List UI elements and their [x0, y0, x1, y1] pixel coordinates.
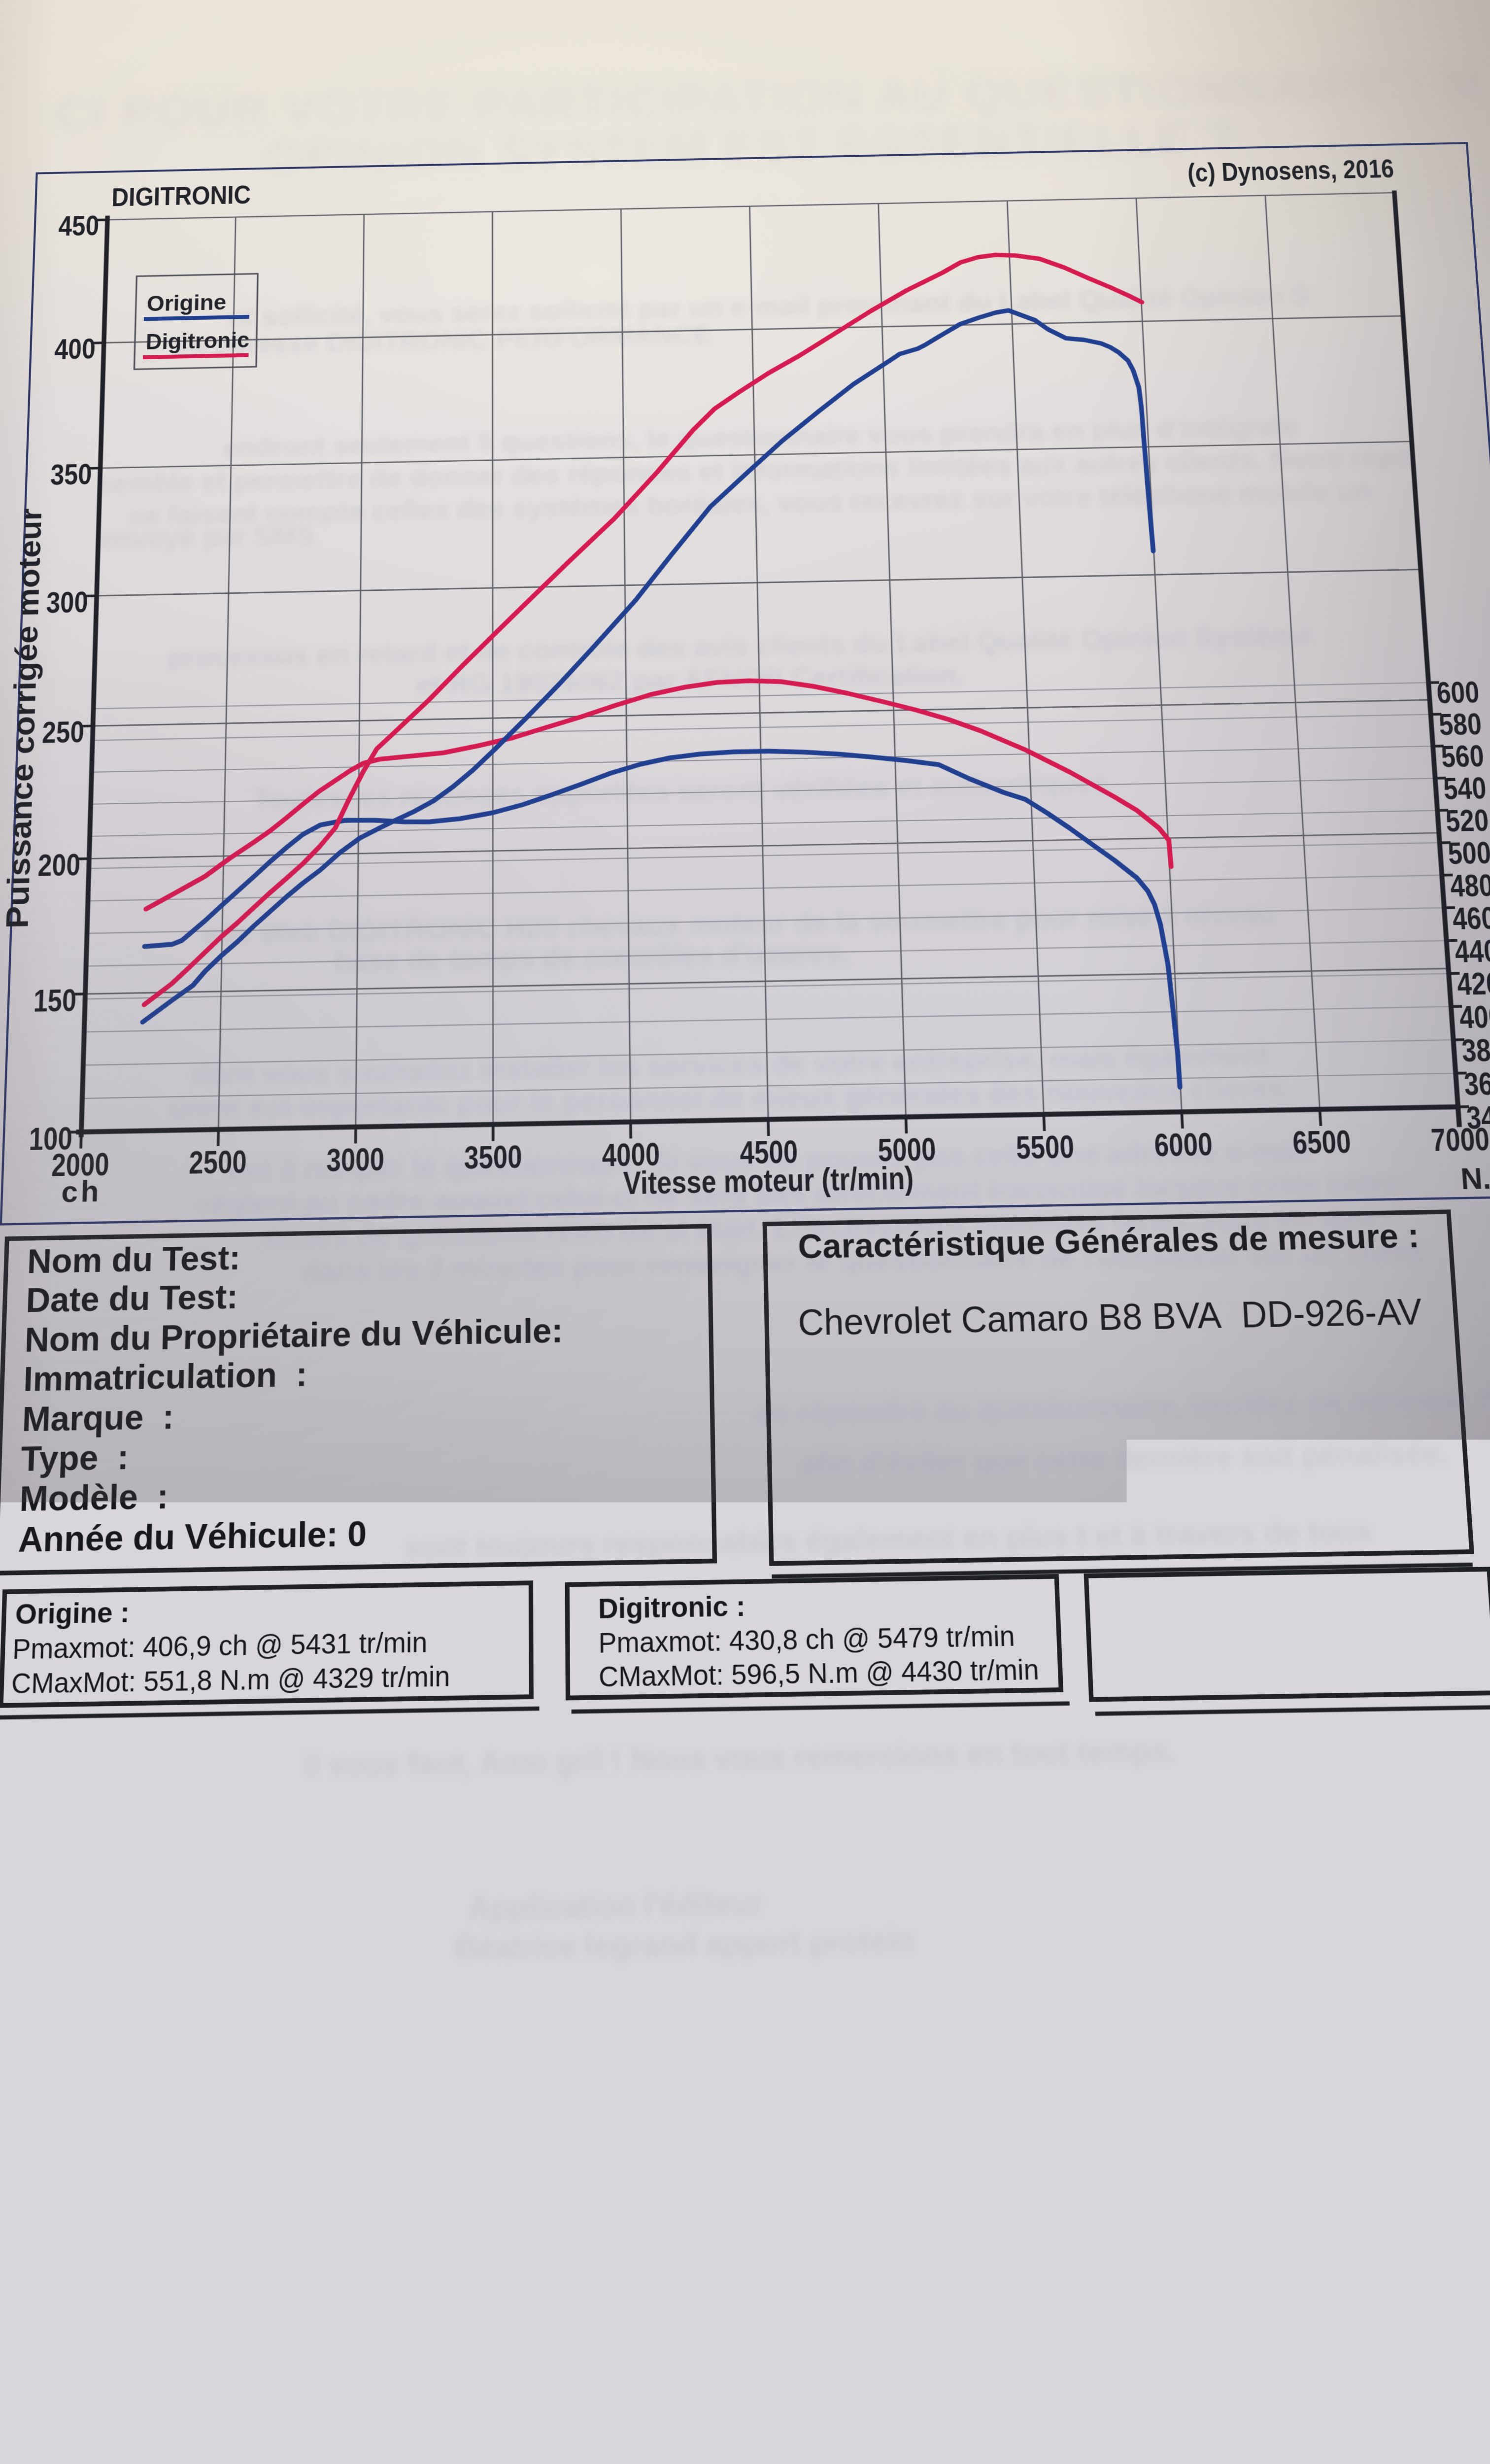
svg-text:2500: 2500	[189, 1144, 247, 1181]
svg-text:420: 420	[1456, 966, 1490, 1002]
svg-text:Année du Véhicule: 0: Année du Véhicule: 0	[18, 1513, 367, 1559]
svg-text:afin d'éviter que cette derniè: afin d'éviter que cette dernière soit pé…	[799, 1436, 1449, 1481]
svg-text:Type :: Type :	[20, 1437, 129, 1478]
svg-text:3500: 3500	[464, 1139, 522, 1176]
svg-text:de répondre au questionnaire,: de répondre au questionnaire, veuillez e…	[754, 1383, 1490, 1431]
svg-text:(c) Dynosens, 2016: (c) Dynosens, 2016	[1187, 154, 1395, 187]
svg-text:480: 480	[1449, 868, 1490, 904]
svg-text:Modèle :: Modèle :	[19, 1476, 169, 1519]
svg-text:250: 250	[41, 716, 84, 750]
svg-text:CMaxMot: 551,8 N.m @ 4329 tr/m: CMaxMot: 551,8 N.m @ 4329 tr/min	[11, 1661, 450, 1700]
svg-text:380: 380	[1460, 1032, 1490, 1068]
svg-text:Toutes les réponses apportées: Toutes les réponses apportées seront vér…	[253, 768, 1108, 816]
svg-text:Date du Test:: Date du Test:	[26, 1277, 238, 1319]
svg-text:Nom du Propriétaire du Véhicul: Nom du Propriétaire du Véhicule:	[24, 1311, 563, 1359]
svg-text:Nom du Test:: Nom du Test:	[27, 1238, 241, 1281]
svg-text:400: 400	[1458, 999, 1490, 1035]
svg-text:6500: 6500	[1291, 1124, 1352, 1161]
svg-text:6000: 6000	[1153, 1127, 1214, 1164]
svg-text:600: 600	[1436, 676, 1481, 710]
svg-text:Immatriculation :: Immatriculation :	[23, 1355, 307, 1399]
svg-text:Chevrolet Camaro B8 BVA DD-92: Chevrolet Camaro B8 BVA DD-926-AV	[798, 1292, 1424, 1343]
svg-text:150: 150	[33, 983, 77, 1019]
svg-text:360: 360	[1463, 1066, 1490, 1102]
svg-text:nt sollicité, vous serez solli: nt sollicité, vous serez sollicité par u…	[228, 281, 1311, 333]
svg-text:Origine :: Origine :	[15, 1597, 130, 1631]
svg-text:560: 560	[1440, 739, 1485, 774]
svg-text:ch: ch	[61, 1174, 102, 1209]
svg-text:460: 460	[1452, 901, 1490, 936]
svg-text:envoyé par SMS: envoyé par SMS	[99, 520, 315, 554]
svg-text:Pmaxmot: 430,8 ch @ 5479 tr/mi: Pmaxmot: 430,8 ch @ 5479 tr/min	[598, 1621, 1016, 1659]
svg-text:440: 440	[1454, 934, 1490, 969]
svg-text:450: 450	[58, 210, 100, 242]
svg-text:Béatrice legrand apport protei: Béatrice legrand apport protein	[455, 1922, 915, 1966]
svg-text:520: 520	[1445, 803, 1490, 838]
svg-text:Pmaxmot: 406,9 ch @ 5431 tr/mi: Pmaxmot: 406,9 ch @ 5431 tr/min	[12, 1627, 427, 1665]
svg-text:300: 300	[46, 586, 89, 619]
svg-text:400: 400	[54, 333, 96, 366]
svg-text:350: 350	[50, 458, 92, 491]
svg-text:il vous faut, Amo gril ! Nous: il vous faut, Amo gril ! Nous vous remer…	[303, 1733, 1177, 1783]
svg-text:3000: 3000	[326, 1142, 384, 1179]
svg-text:5500: 5500	[1016, 1129, 1075, 1166]
svg-text:Origine: Origine	[146, 290, 227, 316]
svg-text:CMaxMot: 596,5 N.m @ 4430 tr/m: CMaxMot: 596,5 N.m @ 4430 tr/min	[599, 1654, 1040, 1693]
svg-text:N.: N.	[1459, 1162, 1490, 1196]
svg-text:Digitronic :: Digitronic :	[598, 1590, 746, 1625]
svg-text:Marque :: Marque :	[22, 1397, 174, 1438]
svg-text:580: 580	[1438, 707, 1483, 742]
svg-text:200: 200	[37, 848, 81, 883]
svg-text:340: 340	[1465, 1099, 1490, 1136]
svg-text:500: 500	[1447, 836, 1490, 871]
svg-text:540: 540	[1442, 771, 1488, 806]
svg-text:DIGITRONIC: DIGITRONIC	[111, 180, 251, 212]
svg-text:Vitesse moteur (tr/min): Vitesse moteur (tr/min)	[623, 1161, 914, 1201]
svg-text:Digitronic: Digitronic	[145, 328, 249, 354]
svg-text:Application l'éditeur: Application l'éditeur	[468, 1885, 763, 1927]
